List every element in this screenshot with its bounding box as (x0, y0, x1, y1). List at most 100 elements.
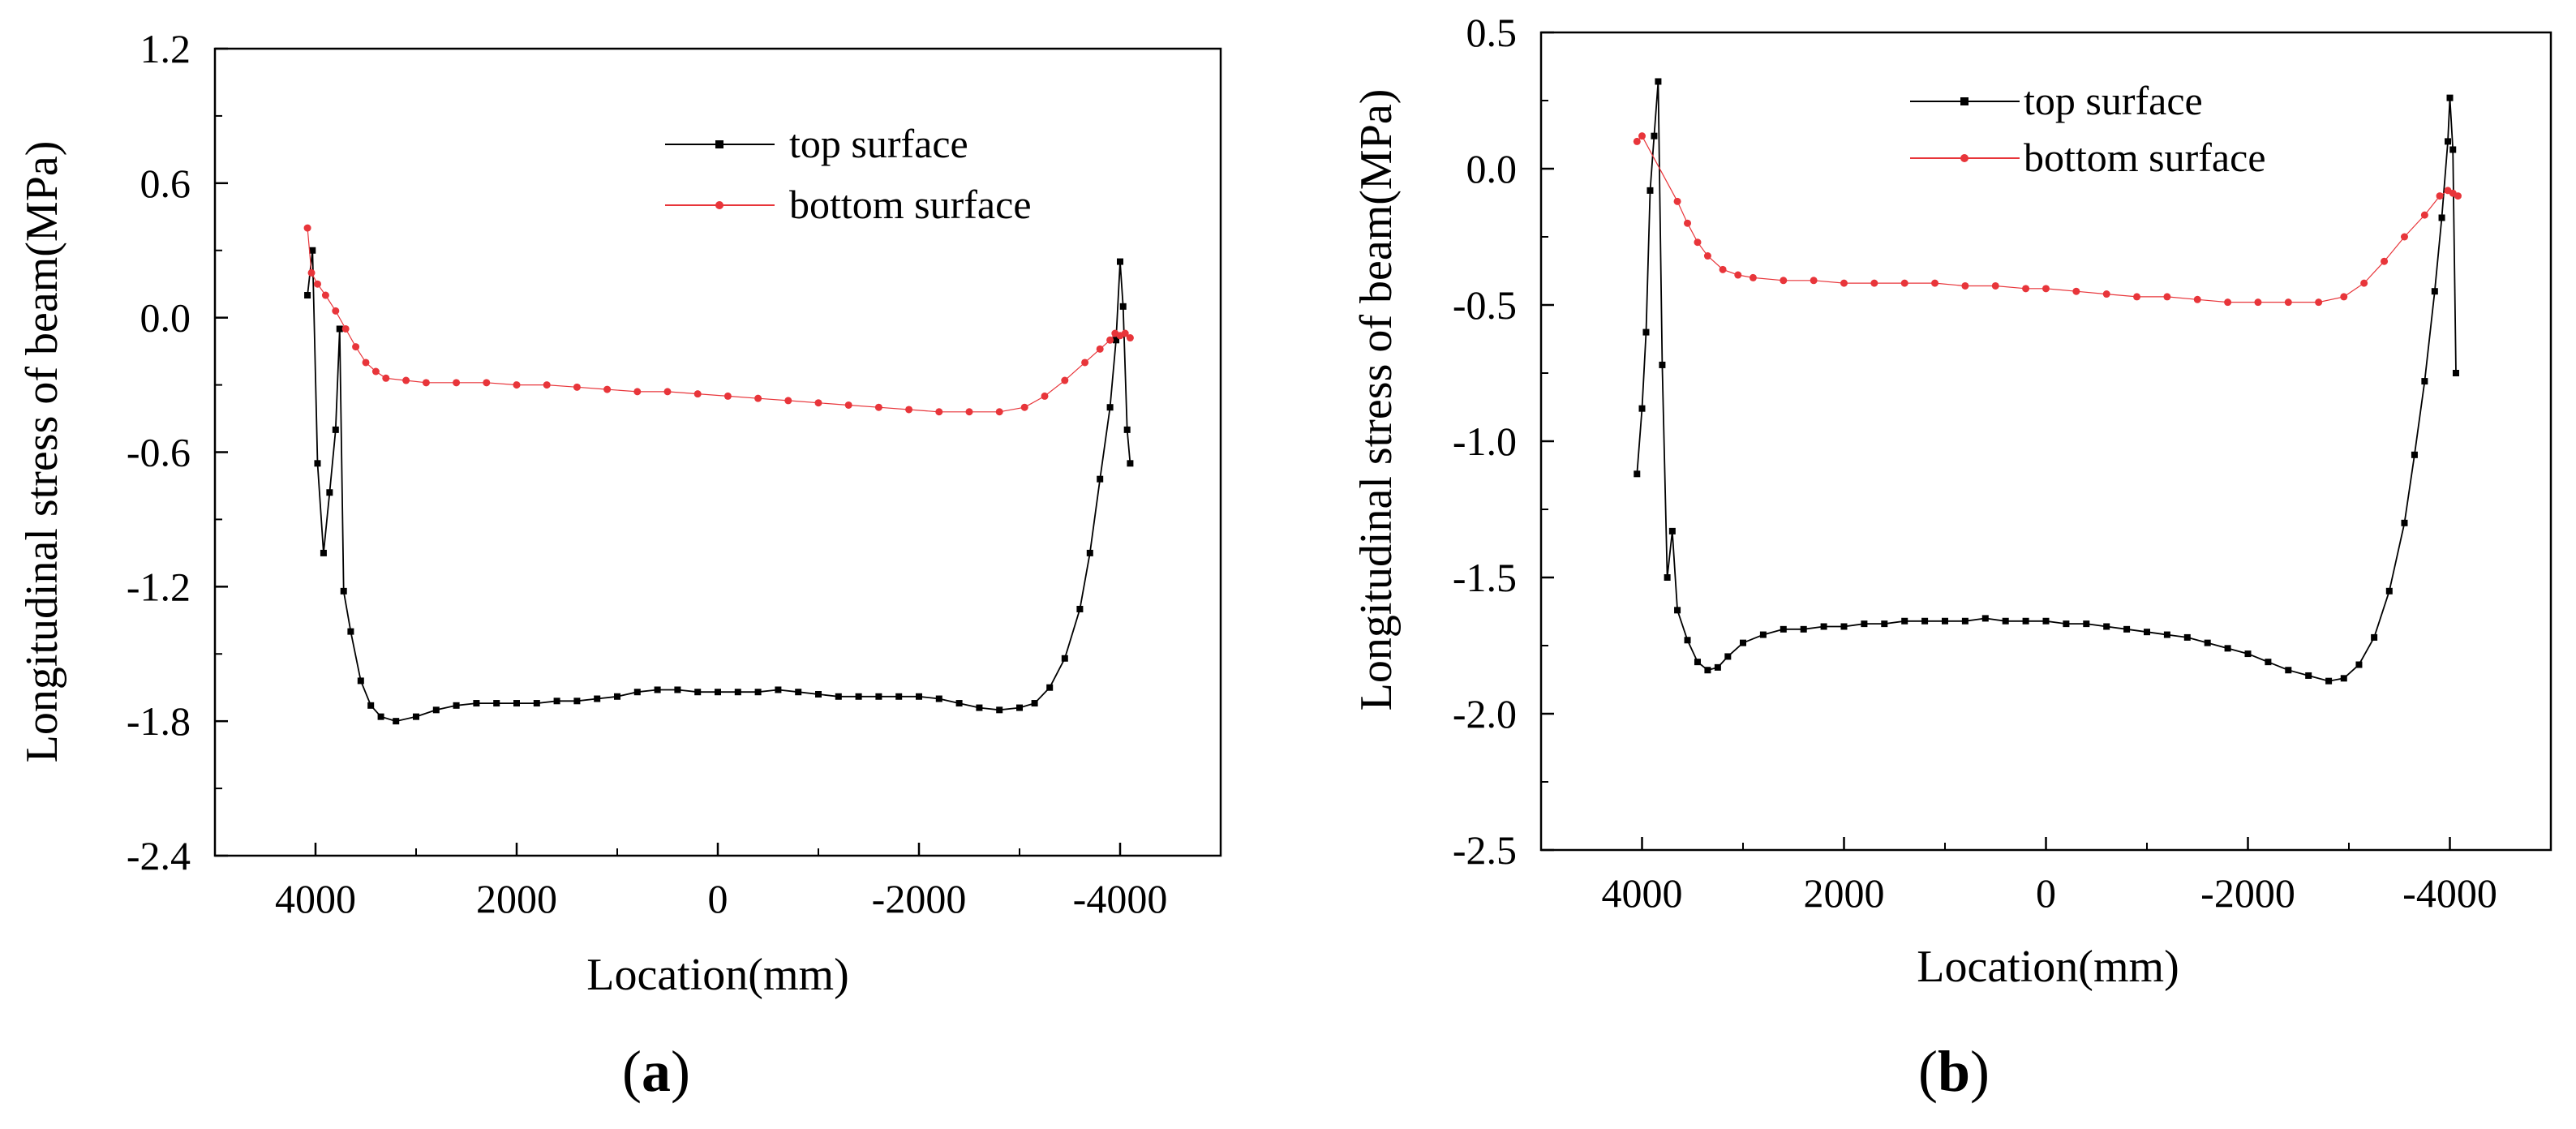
data-point-top (1694, 659, 1701, 666)
data-point-bottom (1081, 358, 1089, 367)
data-point-bottom (2022, 285, 2030, 293)
data-point-top (633, 689, 641, 696)
y-tick-label: -2.0 (1453, 691, 1517, 736)
y-tick-label: -2.4 (127, 833, 191, 878)
data-point-bottom (2340, 293, 2348, 301)
data-point-bottom (754, 394, 762, 402)
data-point-bottom (313, 280, 321, 288)
data-point-top (1759, 631, 1767, 638)
data-point-top (1921, 617, 1929, 625)
data-point-top (614, 693, 620, 700)
x-tick-label: 0 (2036, 870, 2056, 916)
data-point-top (1840, 623, 1848, 630)
data-point-top (1780, 625, 1787, 633)
data-point-bottom (1121, 329, 1129, 337)
data-point-top (1127, 460, 1134, 467)
data-point-top (2340, 675, 2347, 682)
data-point-bottom (663, 388, 672, 396)
data-point-top (855, 693, 862, 700)
data-point-bottom (603, 385, 612, 393)
y-tick-label: -1.2 (127, 564, 191, 609)
data-point-bottom (1810, 277, 1818, 285)
chart-a: 1.2 0.6 0.0 -0.6 -1.2 -1.8 -2.4 4000 2000 0 -2000… (17, 26, 1222, 1104)
data-point-bottom (2224, 298, 2232, 307)
x-tick-label: -4000 (2402, 870, 2497, 916)
data-point-top (553, 698, 560, 705)
data-point-bottom (1638, 132, 1646, 140)
data-point-top (1061, 655, 1068, 662)
data-point-top (367, 702, 375, 709)
data-point-bottom (303, 224, 311, 232)
legend-a: top surface bottom surface (665, 121, 1032, 227)
data-point-top (916, 693, 922, 700)
data-point-top (2163, 631, 2170, 638)
x-tick-labels-b: 4000 2000 0 -2000 -4000 (1602, 870, 2497, 916)
data-point-top (875, 693, 882, 700)
data-point-bottom (1719, 265, 1727, 273)
data-point-top (594, 695, 601, 702)
data-point-bottom (1673, 197, 1681, 205)
data-point-top (1942, 617, 1948, 625)
data-point-top (1664, 574, 1671, 581)
y-tick-label: 0.0 (1466, 146, 1518, 191)
data-point-top (1646, 187, 1654, 194)
data-point-bottom (1780, 277, 1788, 285)
x-tick-label: 4000 (1602, 870, 1683, 916)
data-point-bottom (814, 399, 822, 407)
data-point-top (2371, 633, 2378, 641)
data-point-top (2438, 214, 2445, 221)
data-point-top (473, 700, 480, 707)
data-point-top (2401, 519, 2408, 526)
data-point-bottom (2163, 293, 2171, 301)
data-point-top (775, 686, 782, 693)
legend-marker-bottom-a (715, 201, 723, 209)
plot-frame-a (213, 47, 1222, 857)
data-point-top (2325, 677, 2333, 685)
data-point-bottom (2360, 279, 2368, 287)
data-point-top (754, 689, 762, 696)
data-point-top (2063, 620, 2070, 628)
data-point-top (393, 718, 400, 725)
data-point-bottom (995, 408, 1003, 416)
data-point-top (1704, 667, 1711, 674)
y-axis-label-b: Longitudinal stress of beam(MPa) (1351, 89, 1402, 711)
data-point-bottom (2315, 298, 2323, 307)
data-point-bottom (633, 388, 642, 396)
data-point-top (304, 292, 311, 299)
data-point-top (815, 691, 822, 698)
data-point-top (996, 706, 1003, 714)
data-point-bottom (382, 374, 390, 382)
x-tick-label: 2000 (1804, 870, 1885, 916)
caption-a: (a) (622, 1039, 690, 1104)
data-point-bottom (965, 408, 973, 416)
data-point-top (336, 325, 343, 333)
data-point-bottom (362, 358, 370, 367)
data-point-bottom (1840, 279, 1848, 287)
data-point-bottom (2420, 211, 2428, 219)
data-point-top (1113, 337, 1120, 344)
data-point-top (1016, 704, 1023, 711)
data-point-top (1668, 527, 1676, 534)
data-point-bottom (1694, 238, 1702, 247)
data-point-bottom (2381, 257, 2389, 265)
data-point-top (1901, 617, 1908, 625)
data-point-top (2224, 645, 2231, 652)
data-point-bottom (1900, 279, 1908, 287)
data-point-bottom (1749, 273, 1757, 281)
data-point-bottom (1684, 219, 1692, 227)
data-point-top (1097, 475, 1104, 483)
data-point-bottom (1734, 271, 1742, 279)
data-point-top (2083, 620, 2090, 628)
series-group-b (1633, 78, 2462, 685)
data-point-top (2123, 625, 2131, 633)
legend-marker-top-a (715, 140, 723, 148)
data-point-top (377, 713, 384, 720)
data-point-top (2431, 288, 2438, 295)
data-point-top (1655, 78, 1662, 85)
chart-b: 0.5 0.0 -0.5 -1.0 -1.5 -2.0 -2.5 4000 2000 0 -200… (1351, 10, 2552, 1104)
data-point-bottom (1931, 279, 1939, 287)
data-point-bottom (341, 324, 350, 333)
data-point-bottom (2042, 285, 2050, 293)
data-point-top (1981, 615, 1989, 622)
data-point-top (955, 700, 963, 707)
